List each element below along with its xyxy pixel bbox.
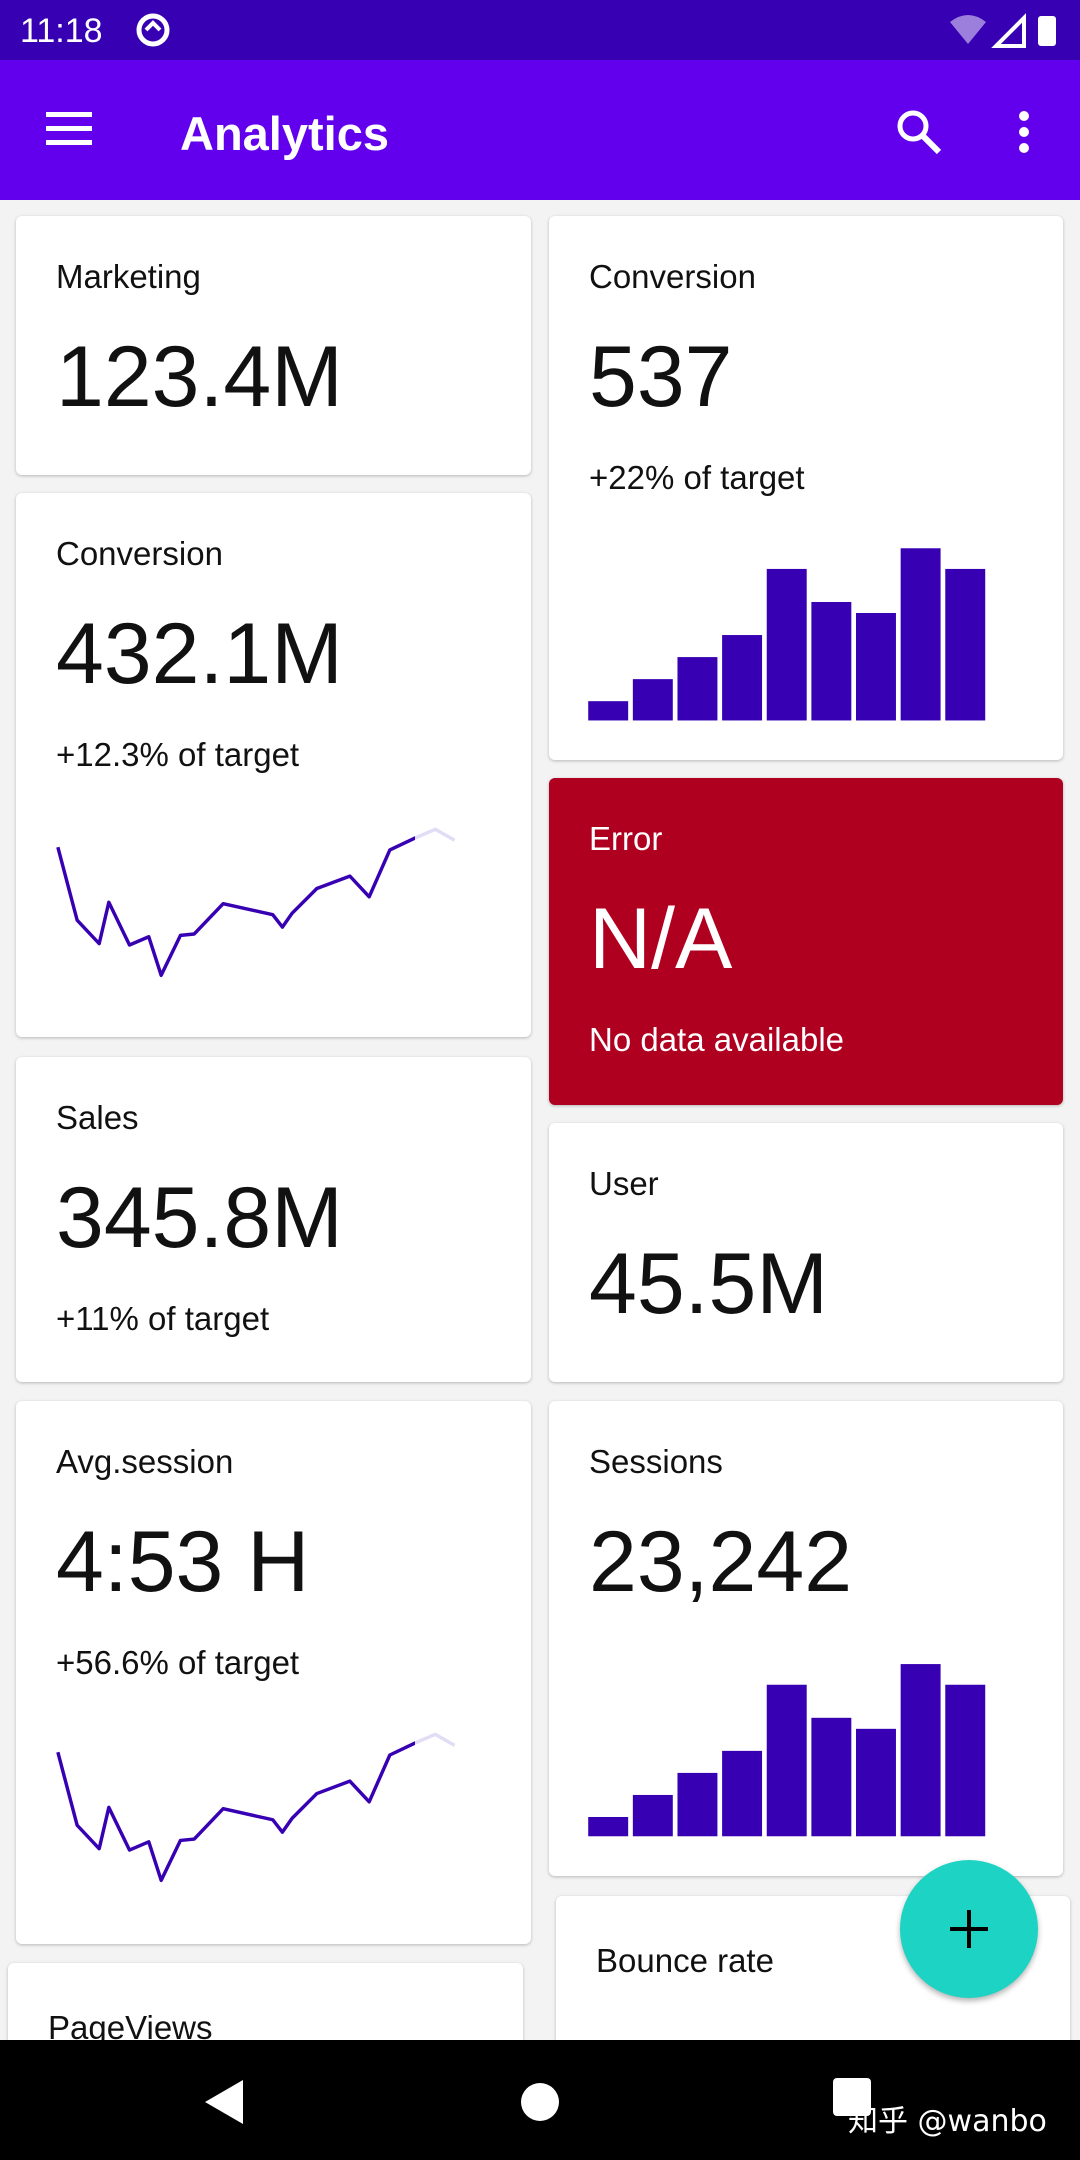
search-button[interactable] [895,108,943,156]
card[interactable]: Avg.session 4:53 H +56.6% of target [16,1401,531,1944]
card[interactable]: Marketing 123.4M [16,216,531,475]
card-label: User [589,1165,659,1202]
watermark: 知乎 @wanbo [848,2104,1047,2139]
card-label: PageViews [48,2009,213,2046]
recents-button[interactable] [833,2078,871,2116]
card-subtitle: No data available [589,1021,845,1058]
status-icon [136,13,170,47]
card-subtitle: +11% of target [56,1300,270,1337]
fab-icon [950,1910,988,1948]
status-icons [950,13,1056,48]
card-label: Conversion [589,258,756,295]
card-label: Marketing [56,258,201,295]
card-label: Sales [56,1099,139,1136]
card[interactable]: Conversion 537 +22% of target [549,216,1063,760]
card-label: Conversion [56,535,223,572]
card-subtitle: +12.3% of target [56,736,300,773]
card[interactable]: User 45.5M [549,1123,1063,1382]
error-card[interactable]: Error N/A No data available [549,778,1063,1105]
card[interactable]: Sales 345.8M +11% of target [16,1057,531,1382]
app-bar: Analytics [0,60,1080,200]
card-value: 23,242 [589,1514,853,1610]
home-button[interactable] [520,2082,560,2122]
card[interactable]: Sessions 23,242 [549,1401,1063,1876]
card-value: 432.1M [56,606,343,702]
back-button[interactable] [205,2080,245,2124]
card-subtitle: +56.6% of target [56,1644,300,1681]
card-label: Avg.session [56,1443,234,1480]
menu-button[interactable] [46,110,92,146]
card-value: 4:53 H [56,1514,310,1610]
card-subtitle: +22% of target [589,459,805,496]
card-label: Error [589,820,663,857]
card-value: N/A [589,891,733,987]
card[interactable]: Conversion 432.1M +12.3% of target [16,493,531,1037]
card-value: 123.4M [56,329,343,425]
card-value: 345.8M [56,1170,343,1266]
card-value: 537 [589,329,733,425]
card-value: 45.5M [589,1236,829,1332]
nav-bar: 知乎 @wanbo [0,2040,1080,2160]
app-title: Analytics [180,107,389,160]
status-bar: 11:18 [0,0,1080,60]
fab[interactable] [900,1860,1038,1998]
card-label: Sessions [589,1443,723,1480]
more-button[interactable] [1016,108,1032,156]
time: 11:18 [20,12,103,50]
card-label: Bounce rate [596,1942,774,1979]
